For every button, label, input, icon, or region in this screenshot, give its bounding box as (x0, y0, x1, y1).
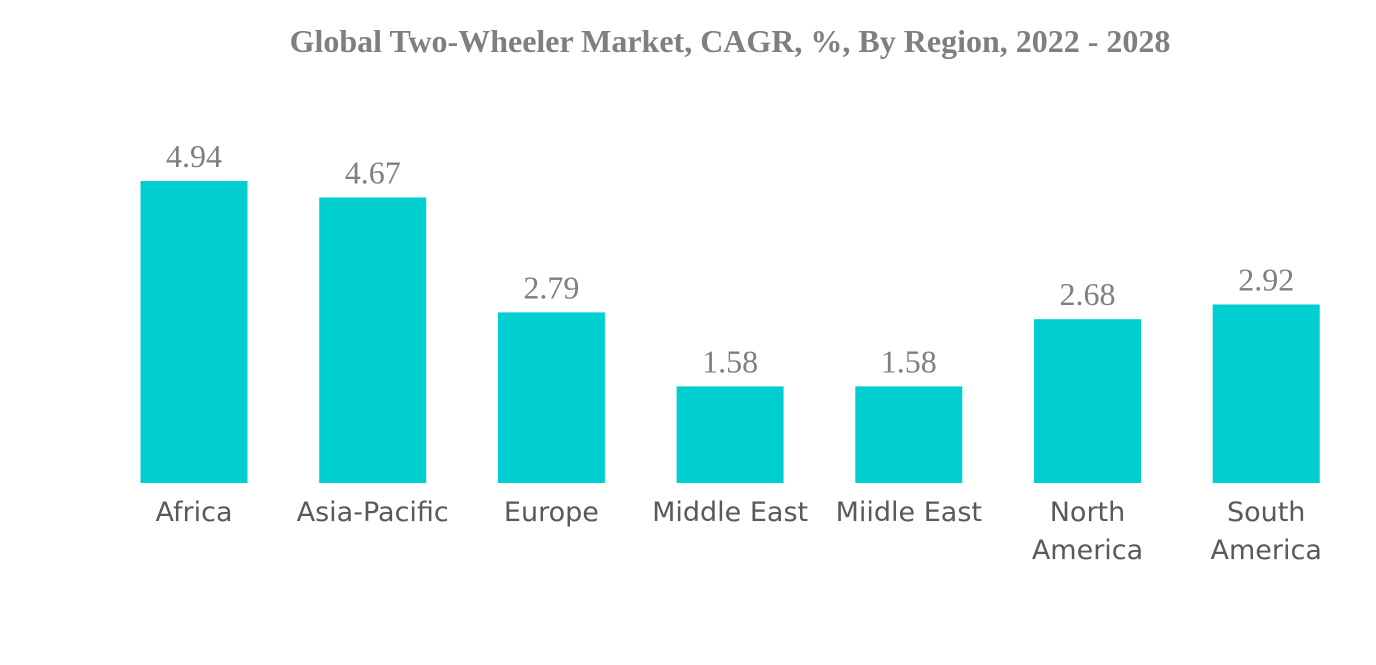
value-label-4: 1.58 (881, 343, 937, 379)
category-label-3: Middle East (652, 497, 808, 528)
category-label-2: Europe (504, 497, 599, 528)
category-label-5-line-0: North (1050, 497, 1126, 528)
bar-5 (1034, 319, 1141, 483)
value-label-6: 2.92 (1238, 262, 1294, 298)
category-label-4: Miidle East (836, 497, 982, 528)
category-labels-group: Africa Asia-Pacific Europe Middle East Miidl… (155, 497, 1321, 566)
bar-2 (497, 312, 605, 483)
value-label-1: 4.67 (345, 155, 401, 191)
bar-0 (140, 181, 248, 483)
value-label-5: 2.68 (1060, 276, 1116, 312)
value-labels-group: 4.94 4.67 2.79 1.58 1.58 2.68 2.92 (166, 138, 1294, 379)
bar-1 (319, 197, 427, 483)
bar-3 (676, 386, 784, 483)
value-label-3: 1.58 (702, 343, 758, 379)
category-label-0: Africa (155, 497, 232, 528)
category-label-5-line-1: America (1032, 535, 1143, 566)
category-label-6-line-0: South (1227, 497, 1305, 528)
bar-4 (855, 386, 963, 483)
bars-group (140, 181, 1320, 483)
value-label-0: 4.94 (166, 138, 222, 174)
category-label-6-line-1: America (1211, 535, 1322, 566)
value-label-2: 2.79 (523, 269, 579, 305)
category-label-1: Asia-Pacific (297, 497, 449, 528)
bar-6 (1212, 304, 1320, 483)
chart-title: Global Two-Wheeler Market, CAGR, %, By R… (290, 23, 1171, 59)
